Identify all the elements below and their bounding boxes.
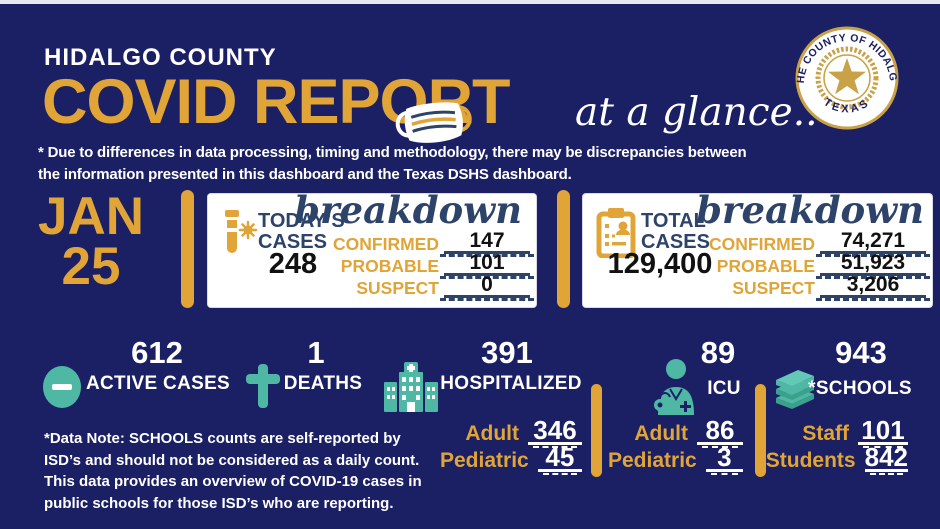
card-title: TODAY’S CASES — [258, 211, 345, 253]
sub-value: 45 — [537, 444, 582, 475]
data-note: *Data Note: SCHOOLS counts are self-repo… — [44, 428, 422, 514]
hospitalized-label: HOSPITALIZED — [440, 373, 582, 394]
sub-label: Pediatric — [440, 449, 529, 472]
sub-label: Adult — [465, 422, 519, 445]
top-border-strip — [0, 0, 940, 4]
hospitalized-value: 391 — [481, 335, 533, 370]
disclaimer-line-2: the information presented in this dashbo… — [38, 166, 572, 183]
card-title: TOTAL CASES — [641, 211, 710, 253]
row-value: 51,923 — [816, 252, 930, 279]
row-value: 101 — [440, 252, 534, 279]
books-icon — [770, 362, 820, 417]
todays-cases-total: 248 — [268, 248, 318, 280]
icu-pediatric-row: Pediatric 3 — [608, 444, 743, 475]
row-label: CONFIRMED — [333, 234, 439, 254]
face-mask-icon — [390, 94, 479, 154]
divider-bar — [181, 190, 194, 308]
row-label: CONFIRMED — [709, 234, 815, 254]
sub-label: Adult — [634, 422, 688, 445]
breakdown-rows: CONFIRMED 74,271 PROBABLE 51,923 SUSPECT… — [709, 230, 930, 301]
row-value: 0 — [440, 274, 534, 301]
hospital-icon — [382, 360, 440, 419]
icu-value: 89 — [700, 335, 736, 370]
schools-value: 943 — [835, 335, 887, 370]
row-label: SUSPECT — [356, 278, 439, 298]
card-title-line2: CASES — [258, 231, 327, 253]
total-cases-total: 129,400 — [607, 248, 713, 280]
disclaimer-line-1: * Due to differences in data processing,… — [38, 144, 747, 161]
hospitalized-sub-stats: Adult 346 Pediatric 45 — [440, 417, 582, 475]
county-seal: THE COUNTY OF HIDALGO TEXAS — [791, 17, 899, 130]
breakdown-row-suspect: SUSPECT 0 — [333, 274, 534, 301]
sub-label: Students — [765, 449, 856, 472]
sub-value: 346 — [528, 417, 582, 448]
divider-bar — [557, 190, 570, 308]
divider-bar — [755, 384, 766, 477]
schools-students-row: Students 842 — [766, 442, 908, 475]
breakdown-heading: breakdown — [696, 188, 924, 232]
icu-adult-row: Adult 86 — [608, 417, 743, 448]
icu-label: ICU — [707, 378, 741, 399]
breakdown-row-probable: PROBABLE 51,923 — [709, 252, 930, 279]
tagline: at a glance.. — [575, 90, 818, 135]
card-title-line1: TODAY’S — [258, 210, 345, 232]
breakdown-row-suspect: SUSPECT 3,206 — [709, 274, 930, 301]
sub-value: 842 — [864, 442, 908, 475]
schools-staff-row: Staff 101 — [788, 417, 908, 448]
hospitalized-pediatric-row: Pediatric 45 — [440, 444, 582, 475]
sub-label: Staff — [802, 422, 849, 445]
clipboard-icon — [595, 208, 637, 263]
breakdown-rows: CONFIRMED 147 PROBABLE 101 SUSPECT 0 — [333, 230, 534, 301]
test-tube-virus-icon — [220, 208, 258, 263]
schools-sub-stats: Staff 101 Students 842 — [766, 417, 908, 475]
card-title-line1: TOTAL — [641, 210, 706, 232]
row-label: PROBABLE — [340, 256, 439, 276]
divider-bar — [591, 384, 602, 477]
sub-value: 3 — [705, 444, 743, 475]
schools-label: *SCHOOLS — [808, 378, 912, 399]
row-value: 3,206 — [816, 274, 930, 301]
deaths-label: DEATHS — [283, 373, 363, 394]
row-label: PROBABLE — [716, 256, 815, 276]
breakdown-row-confirmed: CONFIRMED 74,271 — [709, 230, 930, 257]
active-cases-label: ACTIVE CASES — [86, 373, 231, 394]
disclaimer: * Due to differences in data processing,… — [38, 142, 747, 186]
report-date-month: JAN — [37, 187, 145, 246]
report-date-day: 25 — [61, 237, 121, 296]
row-label: SUSPECT — [732, 278, 815, 298]
sub-label: Pediatric — [608, 449, 697, 472]
card-title-line2: CASES — [641, 231, 710, 253]
hospitalized-adult-row: Adult 346 — [440, 417, 582, 448]
active-cases-value: 612 — [131, 335, 183, 370]
county-name: HIDALGO COUNTY — [44, 44, 277, 71]
cross-icon — [244, 362, 282, 415]
breakdown-heading: breakdown — [294, 188, 522, 232]
total-cases-card: TOTAL CASES 129,400 breakdown CONFIRMED … — [583, 188, 932, 307]
minus-circle-icon — [42, 366, 82, 413]
deaths-value: 1 — [307, 335, 325, 370]
doctor-icon — [646, 357, 702, 422]
data-note-line-3: This data provides an overview of COVID-… — [44, 473, 422, 490]
sub-value: 86 — [697, 417, 743, 448]
breakdown-row-probable: PROBABLE 101 — [333, 252, 534, 279]
data-note-line-2: ISD’s and should not be considered as a … — [44, 451, 420, 469]
todays-cases-card: TODAY’S CASES 248 breakdown CONFIRMED 14… — [208, 188, 536, 307]
row-value: 74,271 — [816, 230, 930, 257]
data-note-line-4: public schools for those ISD’s who are r… — [44, 494, 394, 512]
sub-value: 101 — [858, 417, 908, 448]
row-value: 147 — [440, 230, 534, 257]
data-note-line-1: *Data Note: SCHOOLS counts are self-repo… — [44, 430, 401, 447]
icu-sub-stats: Adult 86 Pediatric 3 — [608, 417, 743, 475]
breakdown-row-confirmed: CONFIRMED 147 — [333, 230, 534, 257]
